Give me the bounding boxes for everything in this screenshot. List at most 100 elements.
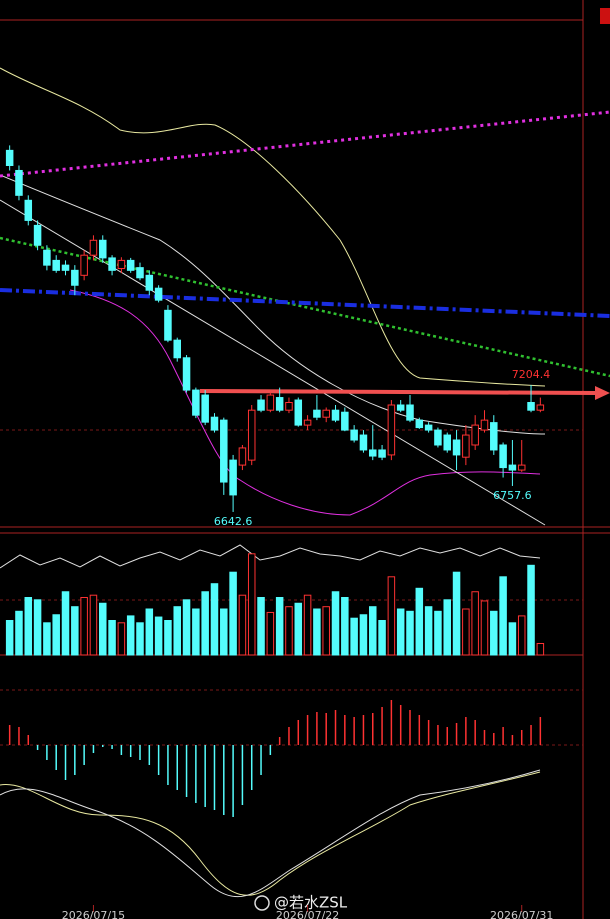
volume-bar xyxy=(508,622,517,656)
candle-body xyxy=(89,239,98,256)
candle-body xyxy=(406,404,414,421)
candle-body xyxy=(52,259,60,271)
volume-bar xyxy=(387,576,396,656)
candle-body xyxy=(480,419,489,431)
candle-body xyxy=(126,259,135,271)
indicators xyxy=(0,67,610,898)
volume-bar xyxy=(126,615,135,656)
x-tick-label: 2026/07/31 xyxy=(490,909,553,919)
corner-box xyxy=(600,8,610,24)
volume-bar xyxy=(210,583,219,656)
volume-bar xyxy=(378,620,386,656)
candle-body xyxy=(257,399,265,411)
volume-bar xyxy=(517,615,526,656)
candle-body xyxy=(229,459,237,496)
volume-bar xyxy=(406,610,414,656)
volume-bar xyxy=(303,594,312,656)
candle-body xyxy=(443,434,451,451)
volume-bar xyxy=(43,622,51,656)
volume-bar xyxy=(331,591,340,656)
candle-body xyxy=(508,464,517,471)
volume-bar xyxy=(182,599,191,656)
candle-body xyxy=(378,449,386,458)
volume-bar xyxy=(52,614,60,656)
volume-bar xyxy=(89,594,98,656)
candle-body xyxy=(266,394,275,411)
candle-body xyxy=(424,424,433,431)
candle-body xyxy=(359,434,368,451)
candle-body xyxy=(285,402,293,411)
candle-body xyxy=(275,397,284,411)
volume-bar xyxy=(220,608,228,656)
volume-bar xyxy=(490,610,498,656)
volume-bar xyxy=(499,576,507,656)
volume-bar xyxy=(71,606,79,656)
candle-body xyxy=(61,264,70,271)
candle-body xyxy=(71,269,79,286)
volume-bar xyxy=(527,564,535,656)
candle-body xyxy=(210,416,219,431)
volume-bar xyxy=(257,597,265,656)
candle-body xyxy=(499,444,507,469)
candle-body xyxy=(462,434,470,458)
volume-bar xyxy=(350,617,358,656)
candle-body xyxy=(5,149,14,167)
volume-bar xyxy=(145,608,154,656)
volume-bar xyxy=(462,608,470,656)
candle-body xyxy=(471,424,479,446)
candle-body xyxy=(108,257,116,271)
volume-bar xyxy=(424,606,433,656)
volume-bar xyxy=(201,591,209,656)
volume-bar xyxy=(80,597,88,656)
volume-bar xyxy=(452,571,461,656)
volume-bar xyxy=(480,600,489,656)
volume-bar xyxy=(415,587,424,656)
volume-bar xyxy=(154,616,163,656)
candle-body xyxy=(247,409,256,461)
volume-bar xyxy=(443,599,451,656)
candle-body xyxy=(33,224,42,246)
volume-bar xyxy=(24,597,33,656)
watermark-text: @若水ZSL xyxy=(274,894,348,912)
volume-bar xyxy=(108,620,116,656)
candle-body xyxy=(331,409,340,421)
volume-bar xyxy=(341,597,349,656)
candle-body xyxy=(517,464,526,471)
volume-bar xyxy=(229,571,237,656)
volume-bar xyxy=(33,599,42,656)
volume-bar xyxy=(294,602,303,656)
candle-body xyxy=(396,404,405,411)
watermark: @若水ZSL xyxy=(254,894,348,912)
candle-body xyxy=(164,309,172,341)
candle-body xyxy=(490,422,498,451)
candle-body xyxy=(434,429,442,446)
candle-body xyxy=(182,357,191,391)
low-label: 6642.6 xyxy=(214,515,253,528)
volume-bar xyxy=(5,620,14,656)
volume-bar xyxy=(136,622,144,656)
candle-body xyxy=(452,439,461,456)
volume-bar xyxy=(471,591,479,656)
candle-body xyxy=(536,404,545,411)
candle-body xyxy=(322,409,330,418)
candle-body xyxy=(387,404,396,456)
volume-bar xyxy=(434,610,442,656)
high-label: 7204.4 xyxy=(512,368,551,381)
volume-bar xyxy=(117,622,126,656)
candle-body xyxy=(117,259,126,270)
candle-body xyxy=(350,429,358,441)
volume-bar xyxy=(322,606,330,656)
candle-body xyxy=(220,419,228,483)
candle-body xyxy=(313,409,321,418)
candle-body xyxy=(369,449,377,457)
volume-bar xyxy=(15,610,23,656)
candle-body xyxy=(15,169,23,196)
volume-bar xyxy=(359,614,368,656)
volume-bar xyxy=(61,591,70,656)
candle-body xyxy=(145,274,154,291)
candle-body xyxy=(43,249,51,266)
candle-body xyxy=(80,254,88,276)
candle-body xyxy=(173,339,181,359)
